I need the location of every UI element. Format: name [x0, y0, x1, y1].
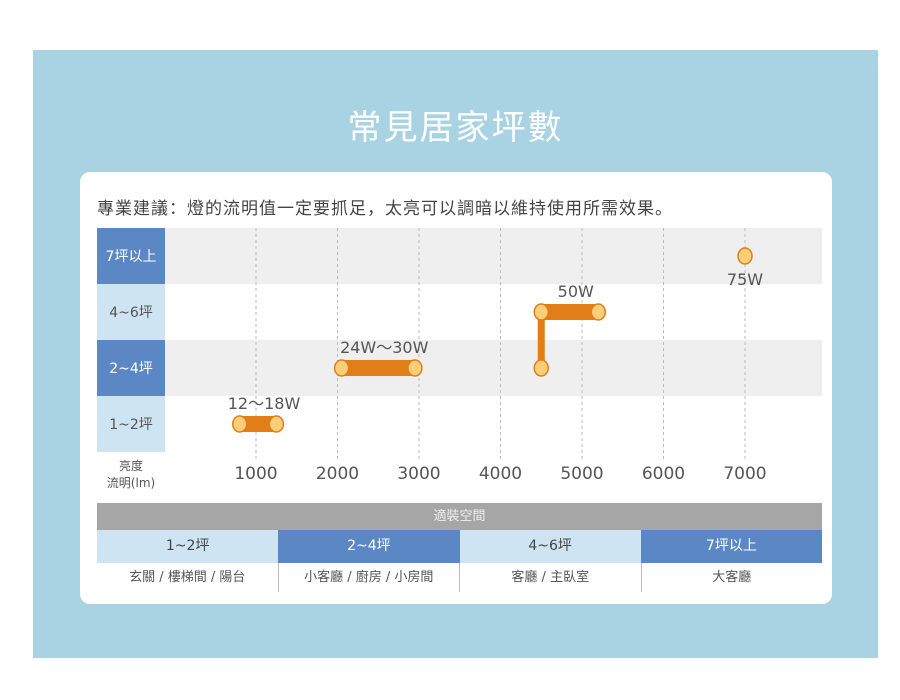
- row-label-cell: [97, 228, 165, 284]
- row-band: [165, 284, 822, 340]
- range-dot: [737, 247, 753, 265]
- size-cell: 2~4坪: [278, 530, 460, 563]
- row-label-cell: [97, 396, 165, 452]
- room-cell: 小客廳 / 廚房 / 小房間: [279, 563, 460, 592]
- wattage-label: 24W～30W: [340, 338, 429, 357]
- range-bar: [341, 360, 415, 376]
- x-tick-label: 1000: [234, 464, 277, 484]
- row-label: 4~6坪: [109, 305, 153, 321]
- row-label: 2~4坪: [109, 361, 153, 377]
- row-label: 1~2坪: [109, 417, 153, 433]
- x-tick-label: 4000: [479, 464, 522, 484]
- range-dot: [590, 303, 607, 321]
- table-header: 適裝空間: [97, 503, 822, 530]
- x-tick-label: 5000: [560, 464, 603, 484]
- size-cell: 1~2坪: [97, 530, 279, 563]
- room-table: 適裝空間 1~2坪 2~4坪 4~6坪 7坪以上 玄關 / 樓梯間 / 陽台 小…: [97, 503, 822, 592]
- size-cell: 7坪以上: [640, 530, 822, 563]
- row-band: [165, 228, 822, 284]
- x-tick-label: 6000: [642, 464, 685, 484]
- range-dot: [533, 359, 549, 377]
- room-cell: 玄關 / 樓梯間 / 陽台: [97, 563, 279, 592]
- wattage-label: 50W: [558, 282, 594, 301]
- range-dot: [407, 359, 423, 377]
- x-tick-label: 7000: [723, 464, 766, 484]
- range-dot: [533, 303, 549, 321]
- range-dot: [333, 359, 350, 377]
- advice-text: 專業建議：燈的流明值一定要抓足，太亮可以調暗以維持使用所需效果。: [97, 199, 673, 219]
- range-bar: [541, 304, 599, 320]
- page-title: 常見居家坪數: [347, 108, 564, 148]
- wattage-label: 12～18W: [228, 394, 301, 413]
- x-tick-label: 2000: [316, 464, 359, 484]
- row-label-cell: [97, 284, 165, 340]
- range-bar: [239, 416, 277, 432]
- range-dot: [268, 415, 285, 433]
- room-cell: 大客廳: [712, 570, 752, 585]
- y-axis-label: 亮度: [119, 458, 143, 473]
- size-cell: 4~6坪: [459, 530, 641, 563]
- x-tick-label: 3000: [397, 464, 440, 484]
- row-label: 7坪以上: [106, 249, 157, 265]
- room-cell: 客廳 / 主臥室: [460, 563, 642, 592]
- row-label-cell: [97, 340, 165, 396]
- wattage-label: 75W: [727, 270, 763, 289]
- row-band: [165, 340, 822, 396]
- y-axis-label: 流明(lm): [107, 476, 155, 490]
- range-dot: [231, 415, 248, 433]
